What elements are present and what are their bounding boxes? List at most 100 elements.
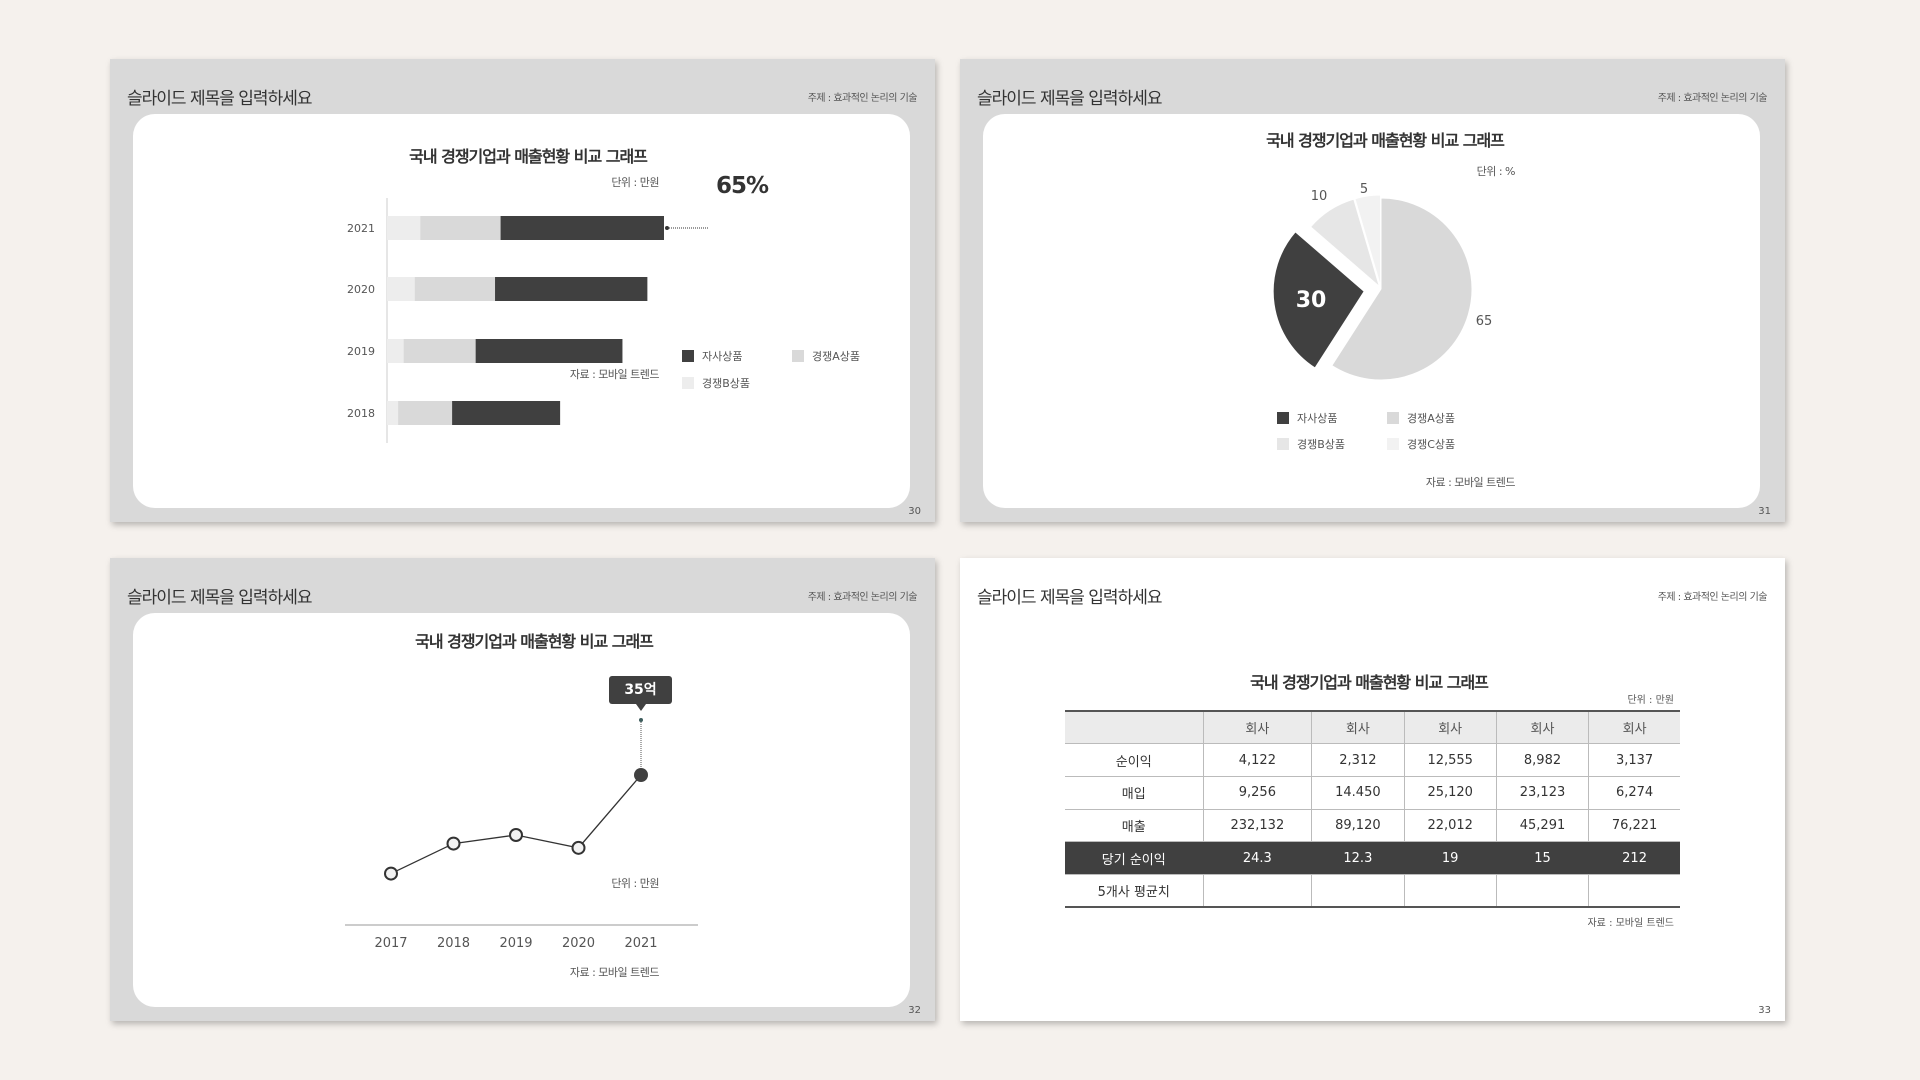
bar-segment — [387, 339, 404, 363]
slide-33[interactable]: 슬라이드 제목을 입력하세요 주제 : 효과적인 논리의 기술 국내 경쟁기업과… — [960, 558, 1785, 1021]
legend-label: 경쟁A상품 — [812, 350, 860, 363]
source-label: 자료 : 모바일 트렌드 — [1425, 476, 1516, 489]
source-label: 자료 : 모바일 트렌드 — [569, 966, 660, 979]
callout-dot — [639, 718, 643, 722]
table-row: 5개사 평균치 — [1065, 874, 1680, 908]
table-cell: 9,256 — [1202, 776, 1312, 810]
unit-label: 단위 : 만원 — [1627, 695, 1674, 706]
table-row: 당기 순이익 24.3 12.3 19 15 212 — [1065, 841, 1680, 875]
content-card — [133, 114, 910, 508]
bar-segment — [398, 401, 453, 425]
table-row: 매입 9,256 14.450 25,120 23,123 6,274 — [1065, 776, 1680, 810]
legend-swatch — [792, 350, 804, 362]
slide-31[interactable]: 슬라이드 제목을 입력하세요 주제 : 효과적인 논리의 기술 국내 경쟁기업과… — [960, 59, 1785, 522]
table-cell: 회사 — [1588, 711, 1680, 745]
table-cell: 4,122 — [1202, 743, 1312, 777]
table-cell: 12.3 — [1311, 841, 1405, 875]
legend-swatch — [682, 350, 694, 362]
slide-subject: 주제 : 효과적인 논리의 기술 — [807, 93, 918, 104]
year-label: 2018 — [347, 407, 375, 420]
year-label: 2020 — [347, 283, 375, 296]
unit-label: 단위 : % — [1476, 165, 1516, 178]
row-header-cell: 매입 — [1065, 776, 1203, 810]
chart-title: 국내 경쟁기업과 매출현황 비교 그래프 — [415, 632, 654, 651]
table-cell: 회사 — [1495, 711, 1589, 745]
table-cell: 14.450 — [1311, 776, 1405, 810]
content-card — [133, 613, 910, 1007]
bar-segment — [414, 277, 496, 301]
legend-label: 경쟁A상품 — [1407, 412, 1455, 425]
table-cell: 23,123 — [1495, 776, 1589, 810]
table-cell: 3,137 — [1588, 743, 1680, 777]
slide-subject: 주제 : 효과적인 논리의 기술 — [1657, 592, 1768, 603]
pie-slice — [1354, 194, 1382, 287]
legend-label: 경쟁B상품 — [702, 377, 750, 390]
bar-segment — [387, 401, 399, 425]
slide-subject: 주제 : 효과적인 논리의 기술 — [1657, 93, 1768, 104]
legend-label: 경쟁B상품 — [1297, 438, 1345, 451]
legend-swatch — [1277, 412, 1289, 424]
table-cell — [1403, 874, 1497, 908]
data-point — [509, 828, 523, 842]
slide-30[interactable]: 슬라이드 제목을 입력하세요 주제 : 효과적인 논리의 기술 국내 경쟁기업과… — [110, 59, 935, 522]
data-table: 회사 회사 회사 회사 회사 순이익 4,122 2,312 12,555 8,982 3,137 매… — [1065, 710, 1680, 909]
table-row: 회사 회사 회사 회사 회사 — [1065, 711, 1680, 745]
table-cell: 89,120 — [1311, 809, 1405, 843]
bar-segment — [475, 339, 623, 363]
legend-swatch — [1387, 438, 1399, 450]
page-number: 30 — [908, 506, 921, 517]
table-cell: 2,312 — [1311, 743, 1405, 777]
pie-slice — [1309, 198, 1381, 288]
page-number: 33 — [1758, 1005, 1771, 1016]
data-point — [384, 866, 398, 881]
chart-title: 국내 경쟁기업과 매출현황 비교 그래프 — [1250, 673, 1489, 692]
table-row: 매출 232,132 89,120 22,012 45,291 76,221 — [1065, 809, 1680, 843]
line-chart: 2017 2018 2019 2020 2021 — [345, 704, 698, 951]
legend-swatch — [682, 377, 694, 389]
table-cell: 회사 — [1403, 711, 1497, 745]
table-cell: 24.3 — [1202, 841, 1312, 875]
callout-label: 65% — [716, 173, 769, 199]
chart-title-text: 국내 경쟁기업과 매출현황 비교 그래프 — [409, 147, 648, 166]
page-number: 31 — [1758, 506, 1771, 517]
slide-title: 슬라이드 제목을 입력하세요 — [127, 588, 312, 608]
source-label: 자료 : 모바일 트렌드 — [569, 368, 660, 381]
row-header-cell: 순이익 — [1065, 743, 1203, 777]
slice-label: 10 — [1311, 189, 1328, 204]
slice-label: 30 — [1296, 288, 1327, 313]
data-point — [446, 836, 461, 851]
bar-segment — [452, 401, 561, 425]
row-header-cell: 5개사 평균치 — [1065, 874, 1203, 908]
year-label: 2021 — [347, 222, 375, 235]
table-cell — [1311, 874, 1405, 908]
slide-32[interactable]: 슬라이드 제목을 입력하세요 주제 : 효과적인 논리의 기술 국내 경쟁기업과… — [110, 558, 935, 1021]
data-point — [571, 840, 586, 855]
source-label: 자료 : 모바일 트렌드 — [1587, 918, 1674, 929]
slide-title: 슬라이드 제목을 입력하세요 — [127, 89, 312, 109]
table-cell: 6,274 — [1588, 776, 1680, 810]
unit-label: 단위 : 만원 — [611, 176, 659, 189]
pie-slice — [1272, 231, 1365, 369]
legend-swatch — [1277, 438, 1289, 450]
row-header-cell — [1065, 711, 1203, 745]
chart-title: 국내 경쟁기업과 매출현황 비교 그래프 — [1266, 131, 1505, 150]
legend-label: 자사상품 — [1297, 412, 1337, 425]
year-label: 2021 — [624, 936, 657, 951]
slice-label: 5 — [1360, 182, 1368, 197]
slide-title: 슬라이드 제목을 입력하세요 — [977, 89, 1162, 109]
year-label: 2020 — [562, 936, 595, 951]
table-cell — [1495, 874, 1589, 908]
table-cell: 232,132 — [1202, 809, 1312, 843]
legend-label: 경쟁C상품 — [1407, 438, 1455, 451]
row-header-cell: 매출 — [1065, 809, 1203, 843]
year-label: 2019 — [347, 345, 375, 358]
bar-segment — [495, 277, 648, 301]
table-row: 순이익 4,122 2,312 12,555 8,982 3,137 — [1065, 743, 1680, 777]
table-cell: 76,221 — [1588, 809, 1680, 843]
chart-title: 국내 경쟁기업과 매출현황 비교 그래프 — [409, 143, 648, 167]
table-cell: 12,555 — [1403, 743, 1497, 777]
bar-segment — [500, 216, 664, 240]
bar-segment — [403, 339, 476, 363]
table-cell: 212 — [1588, 841, 1680, 875]
